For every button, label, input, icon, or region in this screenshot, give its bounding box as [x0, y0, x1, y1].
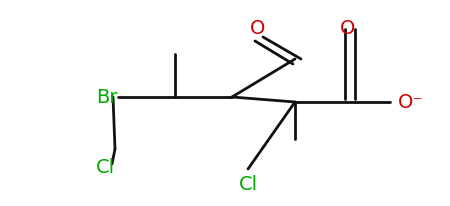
- Text: O: O: [250, 18, 266, 37]
- Text: O: O: [340, 18, 356, 37]
- Text: Cl: Cl: [95, 158, 115, 177]
- Text: Cl: Cl: [238, 175, 257, 194]
- Text: O⁻: O⁻: [398, 93, 423, 112]
- Text: Br: Br: [96, 88, 118, 107]
